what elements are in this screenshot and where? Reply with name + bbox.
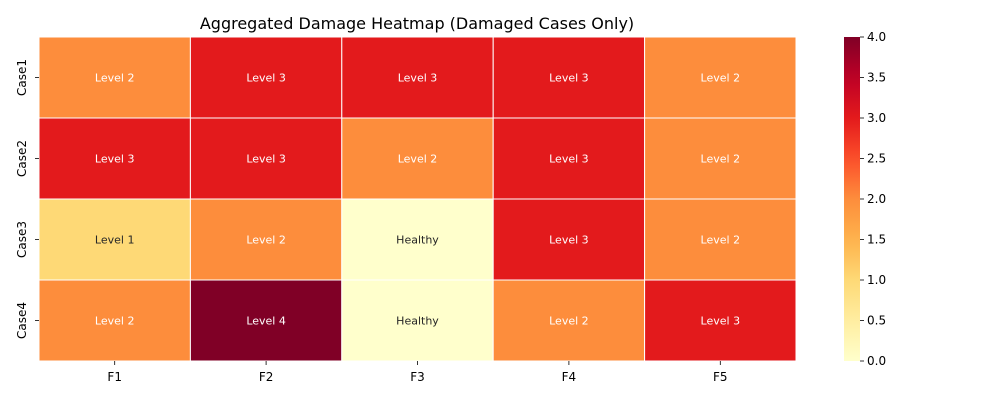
colorbar-tick-label: 3.0 [867, 111, 886, 125]
colorbar-tick-label: 1.0 [867, 273, 886, 287]
heatmap-cell [38, 36, 191, 119]
heatmap-cell [189, 36, 343, 119]
x-tick-label: F5 [713, 370, 728, 384]
x-tick-label: F2 [259, 370, 274, 384]
y-axis: Case1 Case2 Case3 Case4 [15, 59, 39, 339]
heatmap-cell [644, 36, 797, 119]
cell-annotation: Level 2 [549, 315, 589, 328]
colorbar-tick-label: 2.0 [867, 192, 886, 206]
cell-annotation: Level 2 [701, 234, 741, 247]
x-tick-label: F3 [410, 370, 425, 384]
y-tick-label: Case4 [15, 302, 29, 339]
cell-annotation: Level 3 [95, 153, 135, 166]
colorbar-tick-label: 3.5 [867, 71, 886, 85]
cell-annotation: Level 2 [398, 153, 438, 166]
cell-annotation: Level 2 [701, 72, 741, 85]
y-tick-label: Case1 [15, 59, 29, 96]
cell-annotation: Level 3 [549, 72, 589, 85]
cell-annotation: Level 2 [95, 315, 135, 328]
heatmap-cell [644, 117, 797, 200]
x-tick-label: F1 [107, 370, 122, 384]
heatmap-cell [644, 279, 797, 362]
heatmap-cell [341, 36, 494, 119]
y-tick-label: Case2 [15, 140, 29, 177]
colorbar-gradient [844, 37, 860, 361]
heatmap-cell [492, 198, 646, 281]
cell-annotation: Level 1 [95, 234, 135, 247]
cell-annotation: Level 3 [701, 315, 741, 328]
heatmap-cell [644, 198, 797, 281]
colorbar-tick-label: 4.0 [867, 30, 886, 44]
colorbar-tick-label: 1.5 [867, 233, 886, 247]
cell-annotation: Level 2 [701, 153, 741, 166]
x-axis: F1 F2 F3 F4 F5 [107, 361, 728, 384]
cell-annotation: Level 3 [549, 153, 589, 166]
colorbar-tick-label: 0.5 [867, 314, 886, 328]
cell-annotation: Level 2 [246, 234, 286, 247]
heatmap-grid: Level 2 Level 3 Level 3 Level 3 Level 2 Level… [38, 36, 797, 362]
cell-annotation: Healthy [396, 315, 439, 328]
heatmap-cell [492, 279, 646, 362]
heatmap-cell [189, 279, 343, 362]
colorbar-tick-label: 2.5 [867, 152, 886, 166]
heatmap-cell [341, 198, 494, 281]
cell-annotation: Level 4 [246, 315, 286, 328]
heatmap-cell [341, 279, 494, 362]
heatmap-cell [341, 117, 494, 200]
cell-annotation: Level 3 [398, 72, 438, 85]
cell-annotation: Healthy [396, 234, 439, 247]
cell-annotation: Level 3 [246, 153, 286, 166]
y-tick-label: Case3 [15, 221, 29, 258]
cell-annotation: Level 3 [549, 234, 589, 247]
heatmap-cell [492, 36, 646, 119]
heatmap-cell [189, 198, 343, 281]
colorbar: 0.0 0.5 1.0 1.5 2.0 2.5 3.0 3.5 4.0 [844, 30, 886, 368]
chart-title: Aggregated Damage Heatmap (Damaged Cases… [200, 14, 634, 33]
x-tick-label: F4 [562, 370, 577, 384]
colorbar-tick-label: 0.0 [867, 354, 886, 368]
cell-annotation: Level 2 [95, 72, 135, 85]
heatmap-cell [38, 117, 191, 200]
cell-annotation: Level 3 [246, 72, 286, 85]
